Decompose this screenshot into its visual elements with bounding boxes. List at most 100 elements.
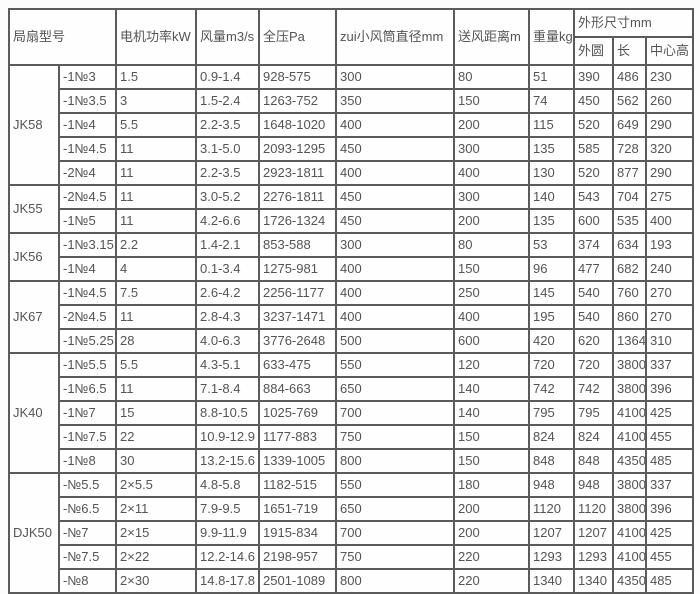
table-cell: 2256-1177 [258, 280, 338, 306]
table-cell: 7.9-9.5 [195, 496, 261, 522]
table-cell: 948 [573, 472, 615, 498]
table-cell: 620 [573, 328, 615, 354]
table-cell: 7.1-8.4 [195, 376, 261, 402]
table-cell: 7.5 [115, 280, 198, 306]
table-cell: 2×5.5 [115, 472, 198, 498]
table-cell: 337 [645, 352, 695, 378]
table-cell: 270 [645, 304, 695, 330]
table-cell: 1.5 [115, 64, 198, 90]
table-cell: 1.5-2.4 [195, 88, 261, 114]
table-cell: 3.0-5.2 [195, 184, 261, 210]
table-cell: 550 [335, 472, 456, 498]
table-cell: 1120 [573, 496, 615, 522]
table-cell: 948 [528, 472, 576, 498]
table-row: DJK50 -№5.5 2×5.5 4.8-5.8 1182-515 550 180 948 9… [8, 472, 695, 594]
table-cell: 928-575 [258, 64, 338, 90]
table-cell: 650 [335, 496, 456, 522]
header-model-group: 局扇型号 [7, 8, 118, 66]
table-row: -2№4.5 11 2.8-4.3 3237-1471 400 400 195 540 860 2… [9, 304, 695, 330]
table-cell: 1207 [528, 520, 576, 546]
table-body: JK58 -1№3 1.5 0.9-1.4 928-575 300 80 51 390 486 23… [8, 64, 695, 594]
table-cell: 11 [115, 184, 198, 210]
table-cell: 540 [573, 304, 615, 330]
table-cell: 275 [645, 184, 695, 210]
table-cell: 240 [645, 256, 695, 282]
table-cell: 650 [335, 376, 456, 402]
header-dim-outer: 外圆 [573, 36, 615, 66]
table-cell: 848 [528, 448, 576, 474]
table-row: -№8 2×30 14.8-17.8 2501-1089 800 220 1340 1340 4… [9, 568, 695, 594]
table-cell: -1№5 [57, 208, 118, 234]
table-row: -№6.5 2×11 7.9-9.5 1651-719 650 200 1120 1120 38… [9, 496, 695, 522]
table-cell: 520 [573, 160, 615, 186]
table-cell: 3800 [612, 352, 648, 378]
table-cell: 120 [453, 352, 531, 378]
table-cell: 450 [335, 136, 456, 162]
table-cell: 562 [612, 88, 648, 114]
fan-spec-table: 局扇型号 电机功率kW 风量m3/s 全压Pa zui小风筒直径mm 送风距离m… [7, 8, 695, 594]
table-cell: 2501-1089 [258, 568, 338, 594]
table-cell: 0.9-1.4 [195, 64, 261, 90]
table-cell: 4.3-5.1 [195, 352, 261, 378]
table-cell: 220 [453, 544, 531, 570]
table-row: -1№7 15 8.8-10.5 1025-769 700 140 795 795 4100 42… [9, 400, 695, 426]
table-cell: 350 [335, 88, 456, 114]
table-cell: 220 [453, 568, 531, 594]
table-cell: 150 [453, 424, 531, 450]
table-row: JK67 -1№4.5 7.5 2.6-4.2 2256-1177 400 250 145 54… [8, 280, 695, 354]
table-cell: 824 [528, 424, 576, 450]
table-cell: 1182-515 [258, 472, 338, 498]
table-cell: 13.2-15.6 [195, 448, 261, 474]
table-cell: 2×11 [115, 496, 198, 522]
table-cell: 310 [645, 328, 695, 354]
table-cell: 11 [115, 136, 198, 162]
table-cell: 396 [645, 376, 695, 402]
table-row: JK40 -1№5.5 5.5 4.3-5.1 633-475 550 120 720 720 3… [8, 352, 695, 474]
table-cell: 400 [453, 160, 531, 186]
table-cell: 80 [453, 232, 531, 258]
table-cell: 795 [528, 400, 576, 426]
table-cell: -1№4.5 [57, 136, 118, 162]
table-cell: 140 [453, 376, 531, 402]
table-cell: 0.1-3.4 [195, 256, 261, 282]
table-cell: 1207 [573, 520, 615, 546]
table-cell: 704 [612, 184, 648, 210]
table-cell: 4100 [612, 520, 648, 546]
table-cell: 860 [612, 304, 648, 330]
table-cell: 4.0-6.3 [195, 328, 261, 354]
table-cell: 3800 [612, 496, 648, 522]
table-cell: -1№3.15 [57, 232, 118, 258]
table-cell: -1№3.5 [57, 88, 118, 114]
table-cell: 80 [453, 64, 531, 90]
table-cell: 520 [573, 112, 615, 138]
table-cell: 2.8-4.3 [195, 304, 261, 330]
header-total-pressure: 全压Pa [258, 8, 338, 66]
table-cell: 5.5 [115, 112, 198, 138]
table-row: JK58 -1№3 1.5 0.9-1.4 928-575 300 80 51 390 486 23… [8, 64, 695, 186]
table-cell: 200 [453, 112, 531, 138]
table-cell: 8.8-10.5 [195, 400, 261, 426]
table-cell: 3 [115, 88, 198, 114]
table-cell: 477 [573, 256, 615, 282]
table-cell: 9.9-11.9 [195, 520, 261, 546]
table-cell: 585 [573, 136, 615, 162]
table-cell: 742 [528, 376, 576, 402]
table-cell: 4.2-6.6 [195, 208, 261, 234]
table-cell: -2№4.5 [57, 304, 118, 330]
table-cell: 140 [528, 184, 576, 210]
table-cell: 853-588 [258, 232, 338, 258]
table-row: -№7 2×15 9.9-11.9 1915-834 700 200 1207 1207 410… [9, 520, 695, 546]
model-group-cell: DJK50 [8, 472, 60, 594]
table-cell: 2093-1295 [258, 136, 338, 162]
table-cell: 2×30 [115, 568, 198, 594]
table-cell: 135 [528, 136, 576, 162]
table-cell: 682 [612, 256, 648, 282]
table-cell: 1726-1324 [258, 208, 338, 234]
table-cell: 485 [645, 568, 695, 594]
table-cell: 2.2-3.5 [195, 112, 261, 138]
table-cell: 400 [453, 304, 531, 330]
table-cell: 200 [453, 496, 531, 522]
table-cell: 1364 [612, 328, 648, 354]
table-cell: 742 [573, 376, 615, 402]
